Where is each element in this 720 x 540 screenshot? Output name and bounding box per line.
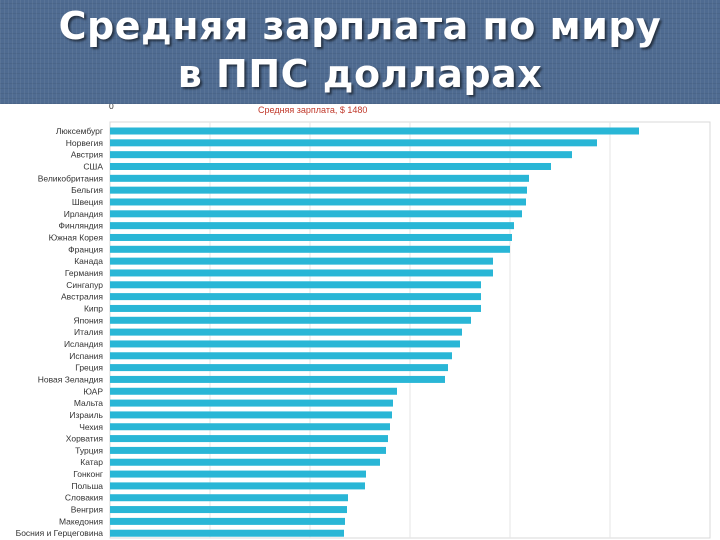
category-label: Катар [80,457,103,467]
category-label: Гонконг [73,469,103,479]
category-label: Польша [71,481,103,491]
category-label: Япония [73,315,103,325]
bar [110,293,481,301]
bar [110,151,572,159]
category-label: Хорватия [66,434,104,444]
chart-area: Средняя зарплата, $ 1480 0 Люксембург Нор… [0,104,720,540]
bar [110,210,522,218]
bar [110,458,380,466]
bar [110,222,514,230]
bar [110,198,526,206]
bar [110,470,366,478]
category-label: Исландия [64,339,103,349]
bar [110,482,365,490]
category-label: Южная Корея [49,232,104,242]
axis-top-label: 0 [109,104,114,111]
slide-title: Средняя зарплата по миру в ППС долларах [0,2,720,98]
bar [110,127,639,135]
category-label: Словакия [65,493,104,503]
bar-chart: Средняя зарплата, $ 1480 0 Люксембург Нор… [16,104,711,539]
bar [110,139,597,147]
category-label: Бельгия [71,185,103,195]
category-label: Македония [59,516,103,526]
category-label: Австралия [61,292,103,302]
slide-header: Средняя зарплата по миру в ППС долларах [0,0,720,104]
slide-title-line2: в ППС долларах [177,52,543,96]
bar [110,529,344,537]
bar [110,316,471,324]
bar [110,269,493,277]
chart-subtitle: Средняя зарплата, $ 1480 [258,105,367,115]
category-label: Канада [74,256,103,266]
bar [110,494,348,502]
category-label: Германия [65,268,104,278]
bar [110,174,529,182]
category-label: Италия [74,327,103,337]
category-label: Венгрия [71,505,104,515]
bar [110,257,493,265]
category-label: Греция [75,363,103,373]
bar [110,245,510,253]
category-label: Чехия [79,422,103,432]
category-label: Швеция [72,197,104,207]
category-label: Франция [68,244,103,254]
category-label: Великобритания [38,173,104,183]
bar [110,517,345,525]
bar [110,364,448,372]
slide-title-line1: Средняя зарплата по миру [58,4,662,48]
bar [110,399,393,407]
bar [110,387,397,395]
category-label: Израиль [69,410,103,420]
bar [110,352,452,360]
category-label: Босния и Герцеговина [16,528,104,538]
bar [110,435,388,443]
bar [110,186,527,194]
category-label: США [83,161,103,171]
category-label: Кипр [84,303,103,313]
bar [110,162,551,170]
bar [110,328,462,336]
bar [110,411,392,419]
category-label: ЮАР [83,386,103,396]
category-label: Турция [75,445,103,455]
bars [110,127,639,537]
bar [110,423,390,431]
bar [110,375,445,383]
category-label: Мальта [74,398,103,408]
category-label: Испания [69,351,103,361]
bar [110,233,512,241]
category-label: Ирландия [64,209,104,219]
bar [110,340,460,348]
category-label: Новая Зеландия [38,374,104,384]
bar [110,304,481,312]
bar [110,281,481,289]
category-label: Финляндия [59,221,104,231]
category-label: Австрия [71,150,104,160]
category-label: Норвегия [66,138,104,148]
bar [110,506,347,514]
bar [110,446,386,454]
category-label: Люксембург [56,126,103,136]
category-label: Сингапур [66,280,103,290]
